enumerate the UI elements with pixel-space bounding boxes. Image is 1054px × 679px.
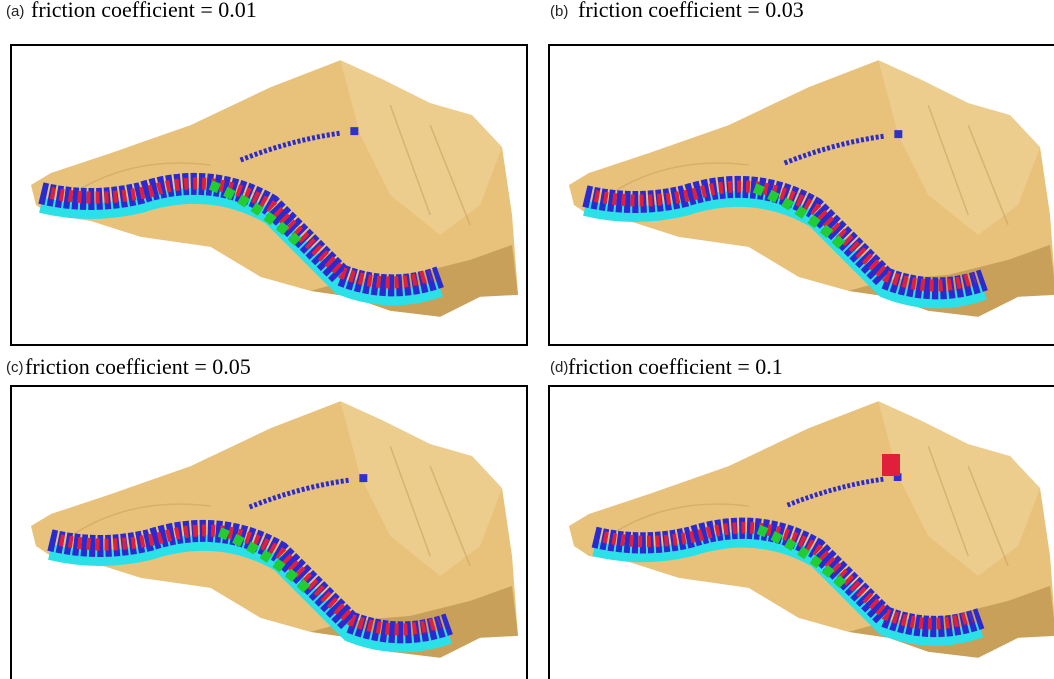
panel: (b) friction coefficient = 0.03	[549, 0, 1054, 345]
panel-caption: friction coefficient = 0.05	[25, 354, 251, 379]
panel-label: (b)	[550, 3, 568, 20]
panel-label: (a)	[6, 3, 24, 20]
panel-label: (c)	[6, 359, 24, 376]
panel-caption: friction coefficient = 0.01	[31, 0, 257, 22]
panel: (a) friction coefficient = 0.01	[6, 0, 527, 345]
debris-patch	[882, 454, 900, 476]
panel-caption: friction coefficient = 0.03	[578, 0, 804, 22]
panel-label: (d)	[550, 359, 568, 376]
panel-caption: friction coefficient = 0.1	[568, 354, 783, 379]
panel: (c) friction coefficient = 0.05	[6, 354, 527, 679]
figure: (a) friction coefficient = 0.01 (b) fric…	[0, 0, 1054, 679]
panel: (d) friction coefficient = 0.1	[549, 354, 1054, 679]
page: (a) friction coefficient = 0.01 (b) fric…	[0, 0, 1054, 679]
